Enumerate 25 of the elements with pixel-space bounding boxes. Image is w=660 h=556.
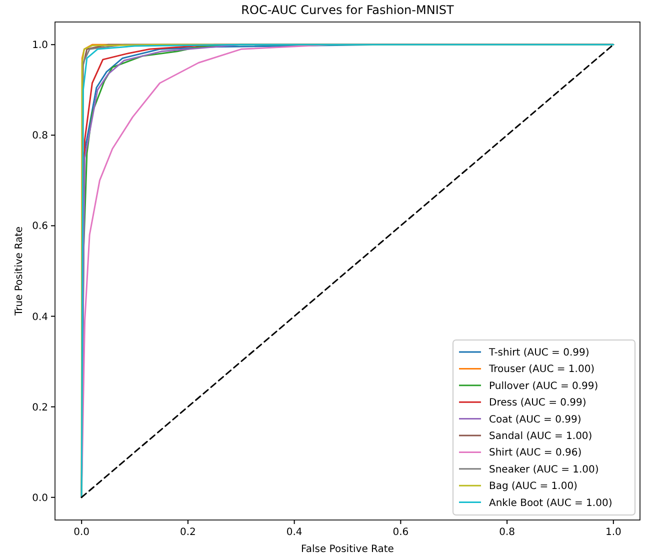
legend-label: Sandal (AUC = 1.00) (489, 431, 592, 442)
y-tick-label: 0.8 (32, 130, 48, 142)
legend-label: Pullover (AUC = 0.99) (489, 380, 598, 392)
x-tick-label: 0.4 (286, 527, 302, 538)
y-tick-label: 0.4 (32, 312, 48, 323)
legend-label: Ankle Boot (AUC = 1.00) (489, 498, 612, 509)
x-tick-label: 0.6 (392, 527, 409, 538)
legend-label: Dress (AUC = 0.99) (489, 398, 586, 409)
x-tick-label: 1.0 (605, 527, 622, 538)
x-tick-label: 0.8 (499, 527, 515, 538)
x-axis-title: False Positive Rate (301, 544, 394, 555)
chart-title: ROC-AUC Curves for Fashion-MNIST (241, 3, 454, 17)
y-axis-title: True Positive Rate (14, 226, 25, 317)
legend-label: Sneaker (AUC = 1.00) (489, 464, 599, 476)
legend-label: Trouser (AUC = 1.00) (488, 364, 595, 376)
y-tick-label: 0.0 (32, 492, 48, 504)
y-tick-label: 0.2 (32, 402, 48, 414)
legend-label: Coat (AUC = 0.99) (489, 414, 582, 426)
x-tick-label: 0.0 (74, 527, 90, 538)
legend-label: Shirt (AUC = 0.96) (489, 448, 582, 459)
legend-label: Bag (AUC = 1.00) (489, 481, 578, 492)
y-tick-label: 1.0 (32, 40, 48, 52)
x-tick-label: 0.2 (180, 527, 196, 538)
y-tick-label: 0.6 (32, 221, 48, 232)
legend-label: T-shirt (AUC = 0.99) (488, 348, 590, 358)
